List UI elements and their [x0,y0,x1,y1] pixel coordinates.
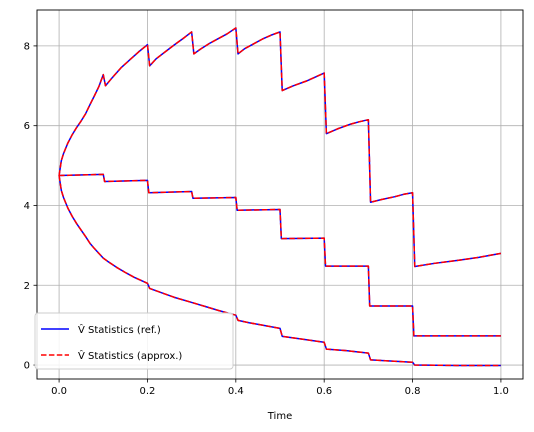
x-tick-label: 0.2 [140,386,156,397]
x-tick-label: 0.0 [51,386,67,397]
x-tick-label: 0.4 [228,386,244,397]
y-tick-label: 0 [24,361,30,372]
legend-box [34,312,234,370]
x-tick-label: 1.0 [493,386,509,397]
series-ref-middle [59,173,501,337]
series-approx-middle [59,173,501,337]
plot-frame [36,9,524,380]
legend-label-ref: V̂ Statistics (ref.) [78,323,161,336]
y-axis: 0 2 4 6 8 [24,41,37,372]
legend: V̂ Statistics (ref.) V̂ Statistics (appr… [34,312,234,370]
x-axis: 0.0 0.2 0.4 0.6 0.8 1.0 [51,379,509,397]
x-tick-label: 0.8 [405,386,421,397]
y-tick-label: 8 [24,41,30,52]
y-tick-label: 4 [24,201,30,212]
y-tick-label: 6 [24,121,30,132]
x-tick-label: 0.6 [316,386,332,397]
series-layer [58,27,502,367]
x-axis-label: Time [267,411,292,422]
series-approx-upper [58,27,502,268]
y-tick-label: 2 [24,281,30,292]
series-approx-lower [58,175,501,367]
legend-label-approx: V̂ Statistics (approx.) [78,349,182,362]
